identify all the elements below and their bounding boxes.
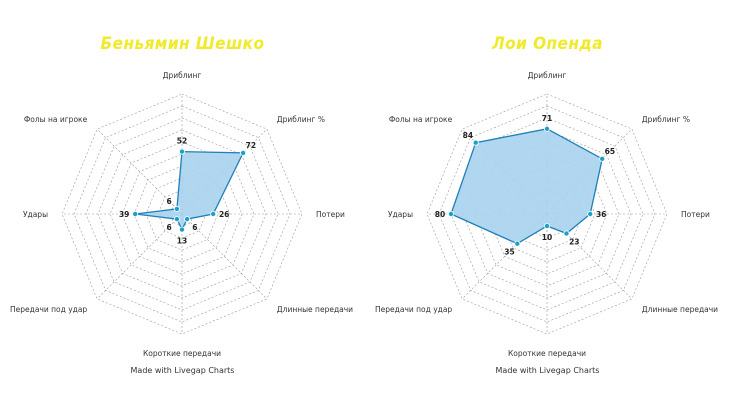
value-label: 52 [177, 137, 187, 146]
data-point [178, 226, 185, 233]
value-label: 84 [463, 131, 473, 140]
value-label: 65 [605, 147, 615, 156]
axis-label: Потери [681, 210, 710, 219]
value-label: 6 [166, 197, 171, 206]
axis-label: Потери [316, 210, 345, 219]
data-point [514, 240, 521, 247]
axis-label: Удары [23, 210, 48, 219]
axis-label: Дриблинг % [277, 115, 325, 124]
data-point [543, 125, 550, 132]
value-label: 39 [119, 210, 129, 219]
axis-label: Передачи под удар [375, 305, 452, 314]
axis-label: Длинные передачи [277, 305, 353, 314]
chart-title: Беньямин Шешко [100, 34, 265, 54]
axis-spoke [181, 213, 268, 300]
value-label: 26 [219, 210, 229, 219]
axis-label: Фолы на игроке [24, 115, 88, 124]
value-label: 80 [435, 210, 445, 219]
data-point [543, 222, 550, 229]
data-point [132, 210, 139, 217]
grid-ring [426, 93, 668, 335]
data-point [173, 216, 180, 223]
data-point [472, 139, 479, 146]
grid-ring [121, 153, 243, 275]
axis-label: Длинные передачи [642, 305, 718, 314]
axis-label: Короткие передачи [143, 349, 221, 358]
axis-label: Передачи под удар [10, 305, 87, 314]
axis-label: Фолы на игроке [389, 115, 453, 124]
axis-label: Удары [388, 210, 413, 219]
value-label: 6 [166, 223, 171, 232]
value-label: 13 [177, 237, 187, 246]
axis-spoke [96, 213, 183, 300]
data-point [184, 216, 191, 223]
axis-label: Дриблинг [528, 71, 567, 80]
radar-chart-left: Беньямин Шешко 52 72 26 6 13 6 39 6 Дриблинг Дриб… [10, 34, 353, 375]
chart-title: Лои Опенда [492, 34, 603, 54]
chart-credit: Made with Livegap Charts [495, 366, 600, 375]
data-point [173, 205, 180, 212]
data-point [240, 149, 247, 156]
value-label: 35 [504, 248, 514, 257]
radar-chart-right: Лои Опенда 71 65 36 23 10 35 80 84 Дриблинг Дрибл… [365, 0, 730, 407]
axis-label: Короткие передачи [508, 349, 586, 358]
data-point [448, 210, 455, 217]
value-label: 23 [569, 237, 579, 246]
data-point [599, 155, 606, 162]
value-label: 6 [192, 223, 197, 232]
series-area [450, 128, 603, 245]
radar-plot: 52 72 26 6 13 6 39 6 Дриблинг Дриблинг % Потери Дли… [10, 71, 353, 358]
axis-label: Дриблинг [163, 71, 202, 80]
data-point [178, 148, 185, 155]
grid-ring [61, 93, 303, 335]
axis-spoke [96, 128, 183, 215]
value-label: 36 [596, 210, 606, 219]
data-point [587, 210, 594, 217]
value-label: 71 [542, 114, 552, 123]
radar-plot: 71 65 36 23 10 35 80 84 Дриблинг Дриблинг % Потери… [375, 71, 718, 358]
value-label: 72 [246, 141, 256, 150]
data-point [210, 210, 217, 217]
axis-label: Дриблинг % [642, 115, 690, 124]
chart-credit: Made with Livegap Charts [130, 366, 235, 375]
data-point [563, 230, 570, 237]
value-label: 10 [542, 233, 552, 242]
